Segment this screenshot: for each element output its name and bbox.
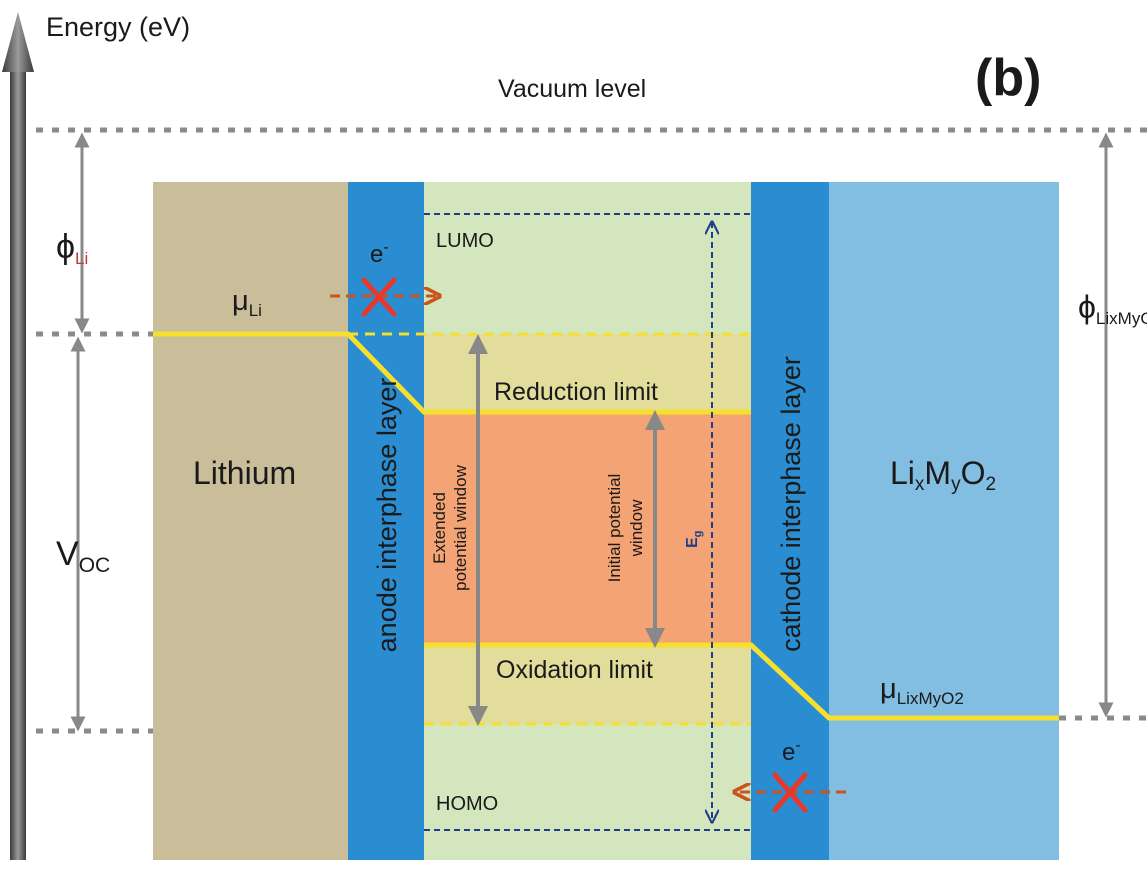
eg-label: Eg bbox=[684, 531, 704, 548]
anode-interphase-label: anode interphase layer bbox=[372, 378, 402, 653]
mu-cathode-label: μLixMyO2 bbox=[880, 673, 964, 708]
energy-axis-arrowhead bbox=[2, 12, 34, 72]
cathode-material-label: LixMyO2 bbox=[890, 455, 996, 495]
lithium-region bbox=[153, 182, 348, 860]
homo-label: HOMO bbox=[436, 793, 498, 815]
panel-label: (b) bbox=[975, 49, 1041, 107]
initial-window-band bbox=[424, 410, 751, 646]
vacuum-level-label: Vacuum level bbox=[498, 75, 646, 103]
energy-axis-label: Energy (eV) bbox=[46, 12, 190, 42]
cathode-interphase-label: cathode interphase layer bbox=[776, 356, 806, 652]
extended-window-label: Extended potential window bbox=[430, 464, 470, 590]
oxidation-limit-line bbox=[424, 642, 1059, 721]
energy-axis-shaft bbox=[10, 60, 26, 860]
lumo-label: LUMO bbox=[436, 230, 494, 252]
lithium-label: Lithium bbox=[193, 455, 296, 491]
oxidation-limit-label: Oxidation limit bbox=[496, 656, 653, 684]
cathode-interphase-region bbox=[751, 182, 829, 860]
lithium-fermi-line bbox=[153, 331, 751, 415]
blocked-cross-top bbox=[361, 277, 397, 317]
initial-window-label: Initial potential window bbox=[605, 474, 646, 583]
phi-li-label: ϕLi bbox=[56, 228, 88, 268]
electron-bottom-label: e- bbox=[782, 737, 801, 766]
voc-label: VOC bbox=[56, 535, 110, 577]
cathode-material-region bbox=[829, 182, 1059, 860]
electron-top-label: e- bbox=[370, 239, 389, 268]
reduction-limit-label: Reduction limit bbox=[494, 378, 658, 406]
blocked-cross-bottom bbox=[772, 772, 808, 813]
phi-cathode-label: ϕLixMyO bbox=[1078, 289, 1147, 328]
mu-li-label: μLi bbox=[232, 285, 262, 320]
